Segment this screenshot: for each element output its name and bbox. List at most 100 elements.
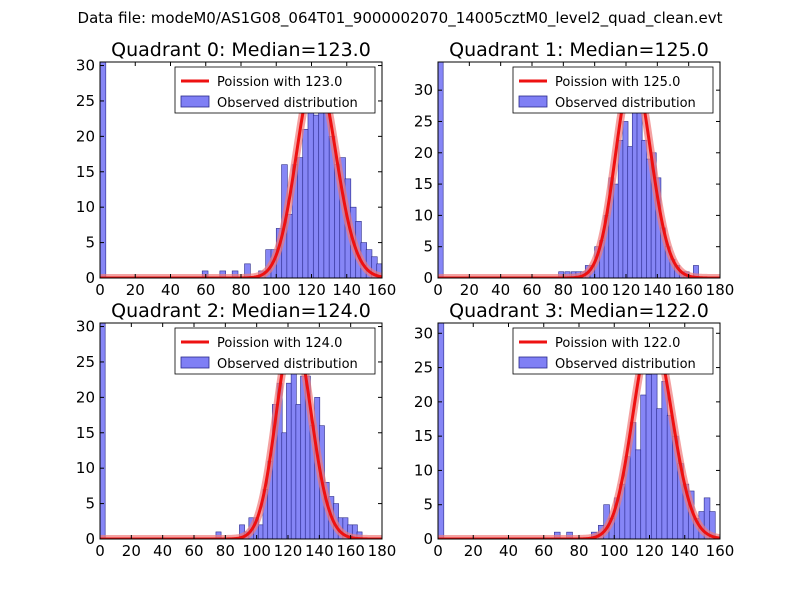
y-tick-label: 0 [423,269,433,287]
legend-line-label: Poission with 124.0 [217,336,342,351]
y-tick-label: 5 [423,496,433,514]
x-tick-label: 0 [95,281,105,299]
y-tick-label: 15 [414,427,433,445]
poisson-curve [100,330,382,539]
x-tick-label: 20 [464,542,483,560]
histogram-bar [281,432,288,539]
x-tick-label: 100 [262,281,291,299]
legend-bar-swatch [518,95,548,108]
x-tick-label: 20 [126,281,145,299]
legend-line-label: Poission with 122.0 [555,336,680,351]
histogram-bar [300,375,307,539]
y-tick-label: 20 [414,144,433,162]
histogram-bar [617,139,624,278]
histogram-bar [257,524,264,539]
legend-bar-label: Observed distribution [217,357,358,372]
x-tick-label: 140 [305,542,334,560]
histogram-bar [297,157,304,278]
y-tick-label: 30 [414,81,433,99]
histogram-bar [635,449,642,539]
axes-frame [99,322,383,540]
x-tick-label: 0 [433,542,443,560]
x-tick-label: 80 [569,542,588,560]
histogram-bar [290,354,297,539]
y-tick-label: 5 [85,234,95,252]
quadrant-panel-2: 0 20 40 60 80 100 120 140 160 180 0 5 10 15 20 25 30 Quad… [76,300,396,560]
x-tick-label: 0 [433,281,443,299]
x-tick-label: 80 [231,281,250,299]
legend-line-label: Poission with 125.0 [555,75,680,90]
x-tick-label: 80 [554,281,573,299]
x-tick-label: 100 [600,542,629,560]
x-tick-label: 120 [297,281,326,299]
y-tick-label: 0 [85,530,95,548]
histogram-bar [438,62,444,278]
y-tick-label: 10 [414,206,433,224]
x-tick-label: 60 [534,542,553,560]
y-tick-label: 15 [76,163,95,181]
y-tick-label: 10 [76,198,95,216]
y-tick-label: 30 [414,324,433,342]
histogram-bar [438,323,445,539]
y-tick-label: 10 [76,459,95,477]
x-tick-label: 40 [499,542,518,560]
legend-bar-swatch [180,356,210,369]
x-tick-label: 160 [674,281,703,299]
y-tick-label: 15 [76,424,95,442]
x-tick-label: 140 [332,281,361,299]
y-tick-label: 25 [414,112,433,130]
quadrant-panel-3: 0 20 40 60 80 100 120 140 160 0 5 10 15 20 25 30 Quadran… [414,300,734,560]
histogram-bar [656,408,663,539]
histogram-bar [641,139,648,278]
x-tick-label: 120 [612,281,641,299]
y-tick-label: 15 [414,175,433,193]
x-tick-label: 0 [95,542,105,560]
x-tick-label: 80 [216,542,235,560]
panel-title: Quadrant 0: Median=123.0 [111,39,371,61]
legend-bar-label: Observed distribution [555,357,696,372]
y-tick-label: 25 [76,353,95,371]
x-tick-label: 160 [336,542,365,560]
histogram-bar [640,394,647,539]
x-tick-label: 60 [196,281,215,299]
y-tick-label: 25 [76,92,95,110]
histogram-bar [318,86,325,278]
x-tick-label: 20 [460,281,479,299]
axes-frame [437,61,721,279]
histogram-bar [100,323,106,539]
y-tick-label: 20 [414,393,433,411]
x-tick-label: 60 [184,542,203,560]
figure-suptitle: Data file: modeM0/AS1G08_064T01_90000020… [77,9,723,27]
histogram-bar [636,102,643,278]
histogram-bar [100,62,107,278]
histogram-bar [650,360,658,539]
x-tick-label: 120 [274,542,303,560]
histogram-bar [622,121,629,278]
y-tick-label: 0 [85,269,95,287]
histogram-bar [709,511,716,539]
legend-line-label: Poission with 123.0 [217,75,342,90]
histogram-bar [613,183,619,278]
histogram-bar [286,382,292,539]
y-tick-label: 25 [414,359,433,377]
x-tick-label: 40 [491,281,510,299]
y-tick-label: 5 [85,495,95,513]
x-tick-label: 140 [643,281,672,299]
histogram-bar [295,404,302,539]
x-tick-label: 180 [368,542,397,560]
y-tick-label: 30 [76,57,95,75]
histogram-bar [627,146,634,278]
y-tick-label: 20 [76,388,95,406]
x-tick-label: 100 [580,281,609,299]
quadrant-panel-0: 0 20 40 60 80 100 120 140 160 0 5 10 15 20 25 30 Quadran… [76,39,396,299]
legend: Poission with 123.0 Observed distribution [174,66,376,114]
legend: Poission with 122.0 Observed distribution [512,327,714,375]
y-tick-label: 20 [76,127,95,145]
poisson-curve [438,69,720,278]
x-tick-label: 180 [706,281,735,299]
x-tick-label: 40 [161,281,180,299]
panel-title: Quadrant 3: Median=122.0 [449,300,709,322]
x-tick-label: 160 [706,542,735,560]
legend-bar-label: Observed distribution [555,96,696,111]
